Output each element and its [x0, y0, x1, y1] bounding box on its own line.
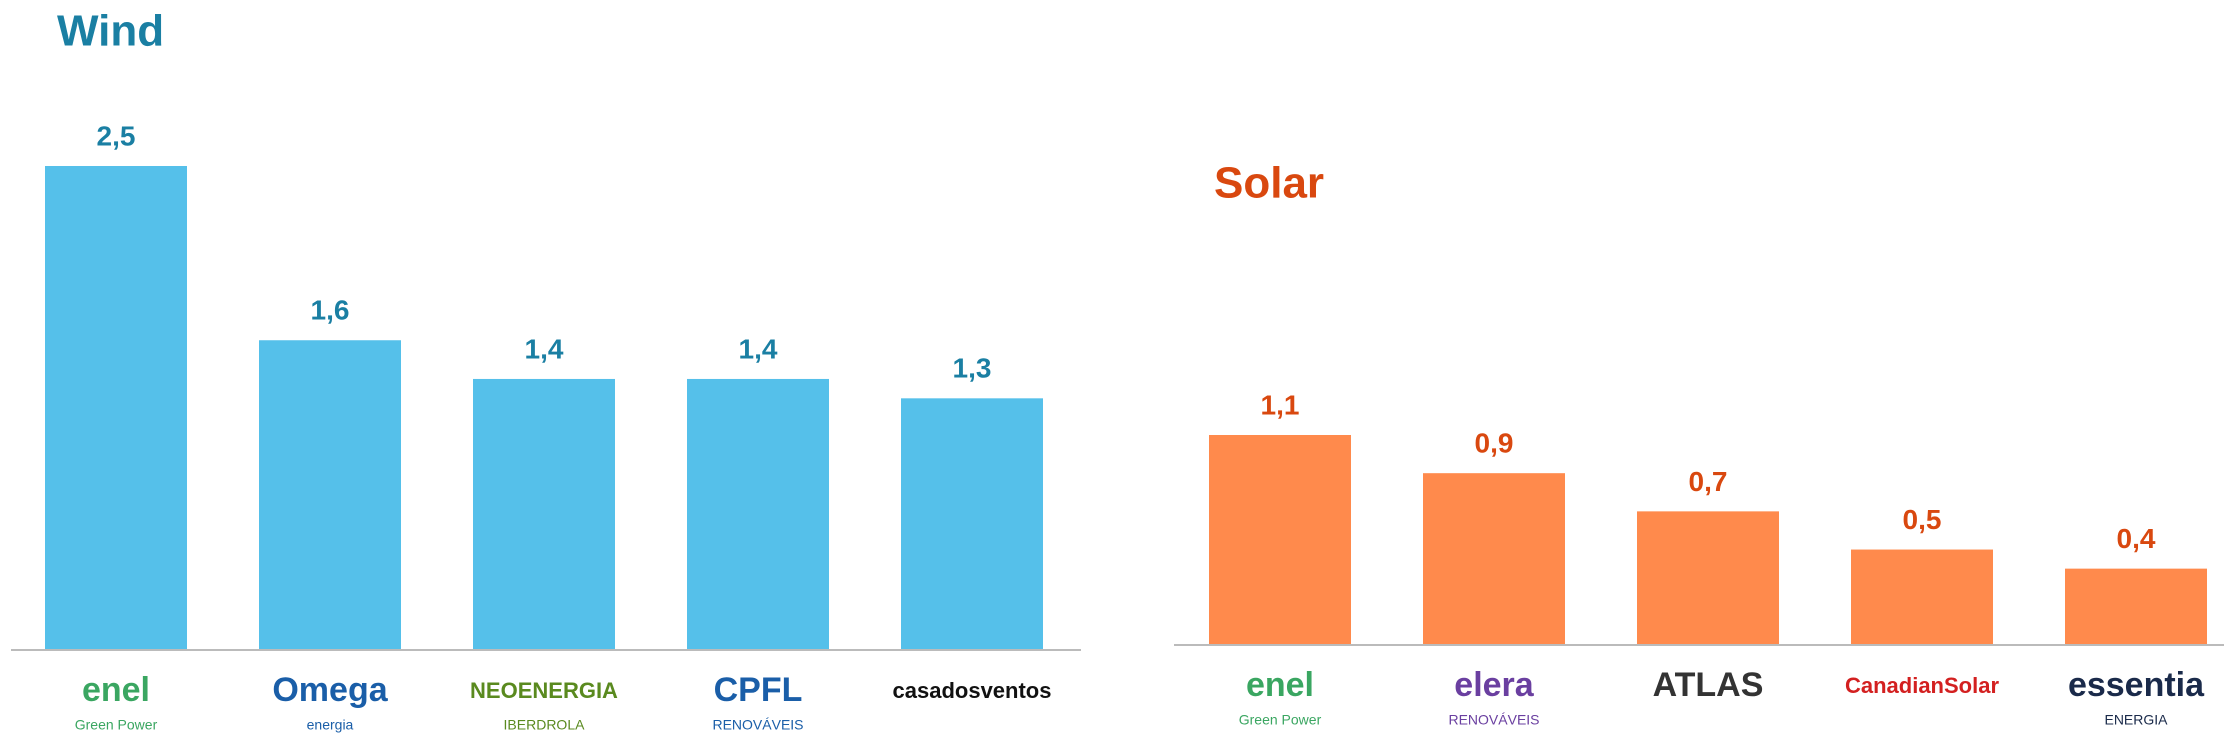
logo-sub: ENERGIA: [2104, 712, 2168, 728]
logo-name: casadosventos: [893, 678, 1052, 703]
logo-name: enel: [82, 671, 150, 709]
logo-sub: RENOVÁVEIS: [1448, 712, 1539, 728]
logo-name: CPFL: [714, 671, 803, 709]
bar: [687, 378, 829, 650]
logo-sub: energia: [307, 717, 354, 733]
value-label: 0,7: [1689, 466, 1728, 497]
logo-name: elera: [1454, 666, 1534, 704]
bar: [1637, 511, 1779, 645]
bar: [1851, 549, 1993, 645]
bar: [2065, 568, 2207, 645]
logo-name: Omega: [272, 671, 388, 709]
value-label: 1,4: [739, 333, 778, 364]
value-label: 1,3: [953, 353, 992, 384]
bar: [1423, 473, 1565, 645]
bar: [45, 166, 187, 650]
logo-name: CanadianSolar: [1845, 673, 1999, 698]
value-label: 0,9: [1475, 428, 1514, 459]
value-label: 1,4: [525, 333, 564, 364]
bar: [1209, 435, 1351, 645]
chart-title: Solar: [1214, 159, 1324, 208]
bar: [259, 340, 401, 650]
bar: [473, 378, 615, 650]
logo-name: essentia: [2068, 666, 2205, 704]
logo-sub: IBERDROLA: [504, 717, 586, 733]
bar: [901, 398, 1043, 650]
logo-sub: Green Power: [75, 717, 158, 733]
chart-title: Wind: [57, 7, 164, 56]
logo-sub: RENOVÁVEIS: [712, 717, 803, 733]
logo-name: ATLAS: [1653, 666, 1764, 704]
value-label: 1,1: [1261, 389, 1300, 420]
value-label: 0,4: [2117, 523, 2156, 554]
logo-name: enel: [1246, 666, 1314, 704]
value-label: 0,5: [1903, 504, 1942, 535]
value-label: 2,5: [97, 120, 136, 151]
value-label: 1,6: [311, 295, 350, 326]
logo-name: NEOENERGIA: [470, 678, 618, 703]
logo-sub: Green Power: [1239, 712, 1322, 728]
